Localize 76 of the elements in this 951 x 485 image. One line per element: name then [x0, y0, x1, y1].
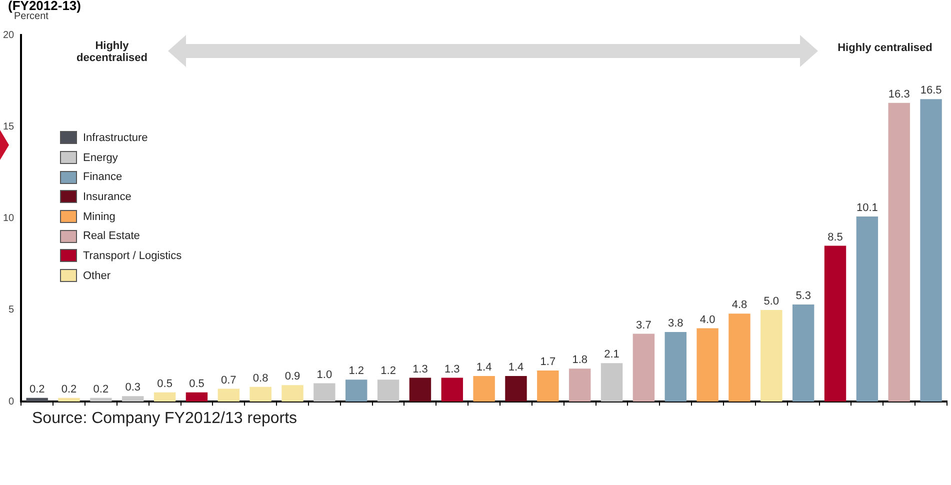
data-label: 1.8 — [572, 354, 588, 366]
bar — [409, 378, 432, 402]
bar — [122, 396, 144, 402]
data-label: 1.4 — [476, 361, 492, 374]
bar — [314, 383, 336, 402]
bar — [154, 392, 176, 402]
bar — [664, 332, 686, 402]
bar — [888, 102, 910, 402]
bar — [856, 216, 878, 402]
legend-label: Insurance — [83, 190, 132, 203]
bar — [346, 380, 368, 402]
data-label: 16.5 — [920, 84, 942, 97]
data-label: 16.3 — [888, 88, 910, 100]
data-label: 0.5 — [189, 378, 204, 390]
data-label: 0.2 — [93, 383, 109, 396]
source-note: Source: Company FY2012/13 reports — [32, 410, 298, 428]
data-label: 0.8 — [252, 372, 268, 384]
data-label: 1.3 — [412, 363, 428, 376]
data-label: 10.1 — [856, 202, 878, 214]
data-label: 1.7 — [540, 356, 556, 368]
bar — [58, 398, 80, 402]
bar — [568, 368, 591, 402]
data-label: 1.3 — [444, 363, 460, 376]
bar — [600, 363, 623, 402]
data-label: 2.1 — [604, 348, 620, 361]
data-label: 4.0 — [700, 314, 716, 326]
bar — [696, 328, 718, 402]
legend-label: Energy — [83, 152, 118, 164]
legend-label: Finance — [83, 171, 122, 184]
y-axis-title: Percent — [14, 11, 48, 22]
bar — [760, 310, 782, 402]
bar — [90, 398, 112, 402]
bar — [505, 376, 527, 402]
data-label: 1.2 — [348, 365, 364, 378]
y-tick-label: 15 — [3, 121, 15, 132]
bar — [728, 314, 750, 402]
data-label: 1.4 — [508, 361, 524, 374]
y-tick-label: 5 — [8, 304, 15, 316]
annotation: Highly decentralised — [76, 40, 148, 64]
bar — [377, 380, 400, 402]
data-label: 0.3 — [125, 382, 141, 394]
data-label: 0.5 — [157, 378, 172, 390]
data-label: 3.8 — [668, 317, 684, 330]
data-label: 0.2 — [61, 383, 77, 396]
bar — [186, 392, 208, 402]
bar — [441, 378, 463, 402]
chart-title: (FY2012-13) — [8, 0, 81, 13]
data-label: 1.2 — [380, 365, 396, 378]
data-label: 0.7 — [221, 374, 236, 386]
data-label: 3.7 — [636, 319, 652, 332]
data-label: 1.0 — [316, 368, 332, 381]
legend-label: Other — [83, 270, 111, 282]
bar — [824, 246, 846, 402]
legend-label: Mining — [83, 210, 116, 223]
data-label: 4.8 — [732, 299, 748, 312]
bar — [537, 370, 559, 402]
bar — [792, 304, 814, 402]
data-label: 8.5 — [828, 231, 843, 244]
bar — [632, 334, 655, 402]
bar — [26, 398, 48, 402]
annotation: Highly centralised — [836, 42, 934, 54]
y-tick-label: 20 — [3, 30, 15, 41]
legend-label: Infrastructure — [83, 132, 148, 144]
data-label: 0.9 — [284, 370, 300, 383]
bar — [218, 388, 240, 402]
y-tick-label: 0 — [8, 396, 15, 408]
bar — [473, 376, 495, 402]
legend-label: Transport / Logistics — [83, 250, 182, 262]
data-label: 0.2 — [29, 383, 45, 396]
bar — [920, 99, 942, 402]
y-tick-label: 10 — [3, 213, 15, 224]
legend-label: Real Estate — [83, 230, 140, 242]
data-label: 5.0 — [764, 295, 780, 308]
bar — [282, 385, 304, 402]
data-label: 5.3 — [796, 290, 811, 302]
bar — [250, 386, 272, 402]
